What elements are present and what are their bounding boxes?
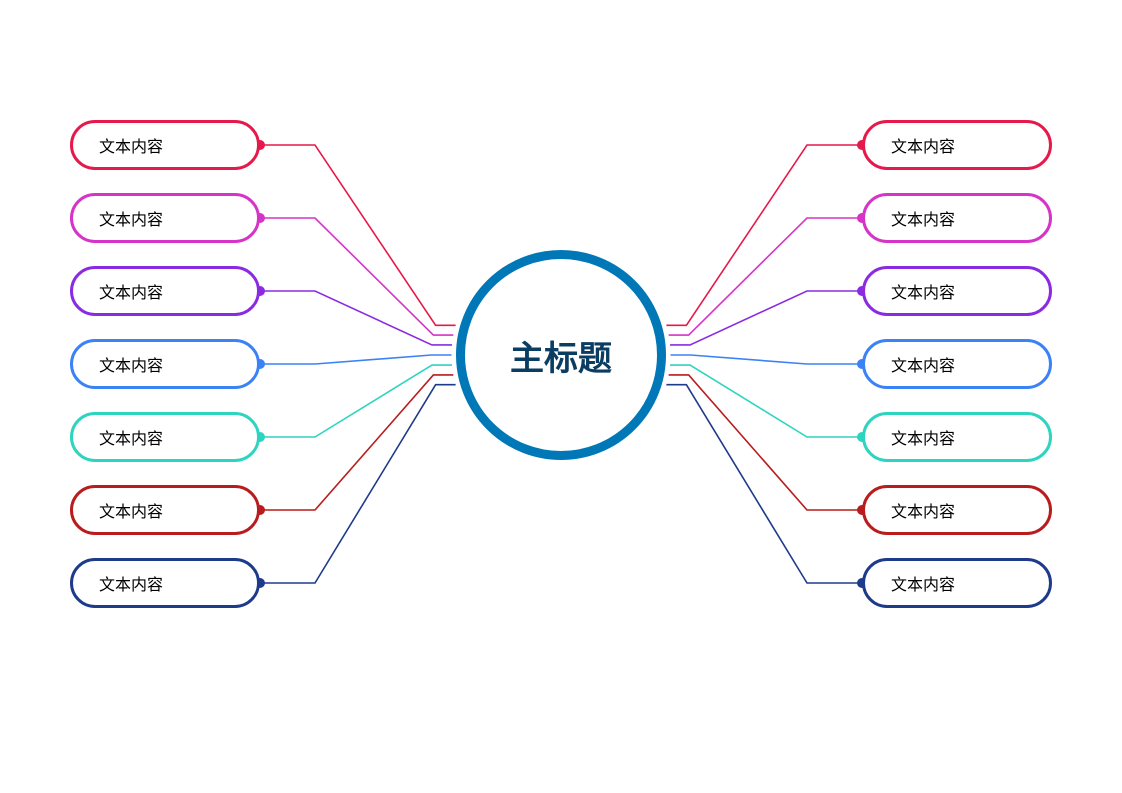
- mindmap-container: 主标题 文本内容文本内容文本内容文本内容文本内容文本内容文本内容文本内容文本内容…: [0, 0, 1122, 793]
- connector-line: [260, 145, 456, 325]
- connector-line: [260, 365, 452, 437]
- left-node-5: 文本内容: [70, 485, 260, 535]
- connector-line: [666, 385, 862, 583]
- node-label: 文本内容: [99, 571, 163, 595]
- node-label: 文本内容: [99, 352, 163, 376]
- right-node-4: 文本内容: [862, 412, 1052, 462]
- connector-line: [671, 355, 863, 364]
- right-node-5: 文本内容: [862, 485, 1052, 535]
- node-label: 文本内容: [891, 498, 955, 522]
- node-label: 文本内容: [891, 206, 955, 230]
- node-label: 文本内容: [891, 133, 955, 157]
- right-node-3: 文本内容: [862, 339, 1052, 389]
- connector-line: [670, 291, 862, 345]
- connector-line: [669, 218, 862, 335]
- left-node-3: 文本内容: [70, 339, 260, 389]
- left-node-1: 文本内容: [70, 193, 260, 243]
- node-label: 文本内容: [891, 352, 955, 376]
- connector-line: [670, 365, 862, 437]
- right-node-2: 文本内容: [862, 266, 1052, 316]
- connector-line: [669, 375, 862, 510]
- node-label: 文本内容: [99, 425, 163, 449]
- connector-line: [666, 145, 862, 325]
- connector-line: [260, 375, 453, 510]
- connector-line: [260, 355, 452, 364]
- center-label: 主标题: [510, 331, 612, 380]
- connector-line: [260, 291, 452, 345]
- node-label: 文本内容: [891, 425, 955, 449]
- node-label: 文本内容: [891, 279, 955, 303]
- left-node-0: 文本内容: [70, 120, 260, 170]
- left-node-4: 文本内容: [70, 412, 260, 462]
- right-node-0: 文本内容: [862, 120, 1052, 170]
- left-node-2: 文本内容: [70, 266, 260, 316]
- right-node-6: 文本内容: [862, 558, 1052, 608]
- node-label: 文本内容: [891, 571, 955, 595]
- connector-line: [260, 218, 453, 335]
- center-node: 主标题: [456, 250, 666, 460]
- node-label: 文本内容: [99, 498, 163, 522]
- right-node-1: 文本内容: [862, 193, 1052, 243]
- connector-line: [260, 385, 456, 583]
- node-label: 文本内容: [99, 279, 163, 303]
- node-label: 文本内容: [99, 206, 163, 230]
- node-label: 文本内容: [99, 133, 163, 157]
- left-node-6: 文本内容: [70, 558, 260, 608]
